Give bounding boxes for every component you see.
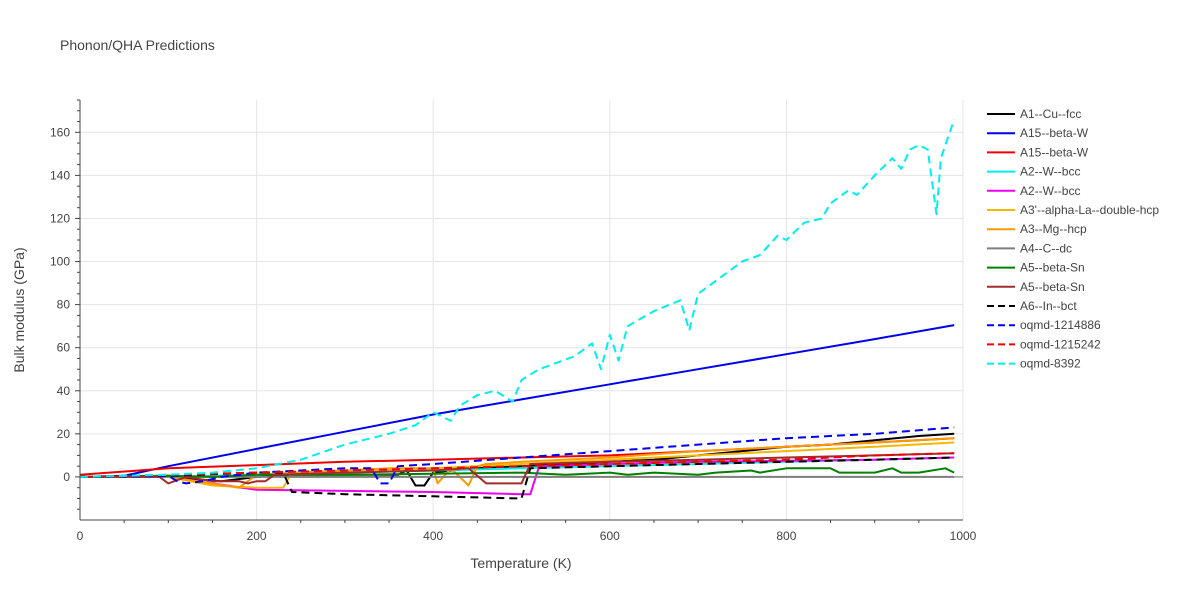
legend: A1--Cu--fcc A15--beta-W A15--beta-W A2--W--… <box>987 107 1159 371</box>
x-tick-label: 200 <box>247 529 267 543</box>
legend-item-label[interactable]: A15--beta-W <box>1020 126 1089 140</box>
legend-item-label[interactable]: A5--beta-Sn <box>1020 261 1085 275</box>
y-tick-label: 0 <box>63 470 70 484</box>
legend-item-label[interactable]: A6--In--bct <box>1020 299 1077 313</box>
x-tick-label: 1000 <box>950 529 977 543</box>
y-tick-label: 120 <box>50 211 70 225</box>
legend-item-label[interactable]: A2--W--bcc <box>1020 184 1080 198</box>
legend-item-label[interactable]: oqmd-1214886 <box>1020 318 1101 332</box>
legend-item-label[interactable]: A15--beta-W <box>1020 145 1089 159</box>
series-line-12 <box>79 452 955 478</box>
series-line-9 <box>80 452 955 485</box>
legend-item-label[interactable]: A4--C--dc <box>1020 241 1072 255</box>
y-tick-label: 20 <box>57 427 71 441</box>
legend-item-label[interactable]: A5--beta-Sn <box>1020 280 1085 294</box>
axes: 0 200 400 600 800 1000 0 20 40 60 80 100 120 140 160 <box>50 99 977 543</box>
x-tick-label: 400 <box>423 529 443 543</box>
x-tick-label: 600 <box>600 529 620 543</box>
x-tick-label: 0 <box>77 529 84 543</box>
series-line-5 <box>80 441 955 489</box>
series-lines <box>79 119 956 500</box>
series-line-1 <box>79 324 955 478</box>
legend-item-label[interactable]: A3--Mg--hcp <box>1020 222 1087 236</box>
x-tick-label: 800 <box>776 529 796 543</box>
x-axis-label: Temperature (K) <box>470 555 571 571</box>
y-tick-label: 80 <box>57 298 71 312</box>
y-axis-label: Bulk modulus (GPa) <box>11 247 27 372</box>
chart-title: Phonon/QHA Predictions <box>60 37 215 53</box>
legend-item-label[interactable]: A1--Cu--fcc <box>1020 107 1081 121</box>
series-line-8 <box>79 467 955 478</box>
y-tick-label: 100 <box>50 255 70 269</box>
series-line-11 <box>79 426 955 485</box>
series-line-10 <box>79 456 955 500</box>
y-tick-label: 40 <box>57 384 71 398</box>
legend-item-label[interactable]: oqmd-1215242 <box>1020 337 1101 351</box>
series-line-13 <box>79 119 956 478</box>
y-tick-label: 60 <box>57 341 71 355</box>
legend-item-label[interactable]: A2--W--bcc <box>1020 165 1080 179</box>
y-tick-label: 160 <box>50 125 70 139</box>
legend-item-label[interactable]: oqmd-8392 <box>1020 357 1081 371</box>
y-tick-label: 140 <box>50 168 70 182</box>
legend-item-label[interactable]: A3'--alpha-La--double-hcp <box>1020 203 1159 217</box>
